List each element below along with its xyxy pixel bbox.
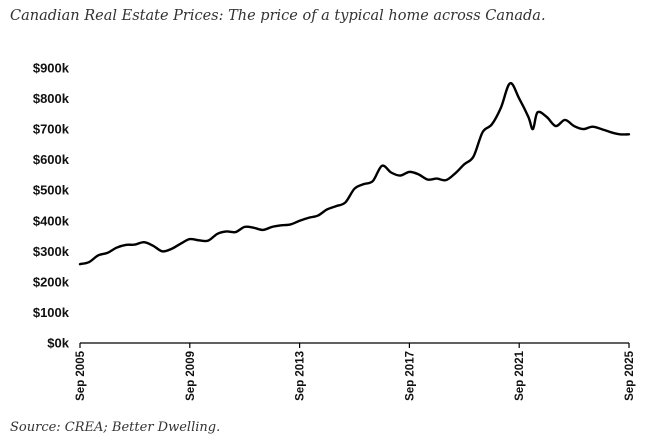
x-tick-label: Sep 2013: [295, 351, 307, 401]
y-tick-label: $200k: [33, 274, 70, 289]
y-tick-label: $500k: [33, 183, 70, 198]
x-tick-label: Sep 2005: [75, 350, 87, 400]
x-axis: Sep 2005 Sep 2009 Sep 2013 Sep 2017 Sep 2021…: [75, 342, 636, 401]
y-axis: $900k $800k $700k $600k $500k $400k $300k $200k…: [33, 61, 70, 351]
x-tick-label: Sep 2025: [624, 350, 636, 400]
y-tick-label: $900k: [33, 61, 70, 76]
y-tick-label: $600k: [33, 152, 70, 167]
y-tick-label: $800k: [33, 91, 70, 106]
x-tick-label: Sep 2009: [185, 351, 197, 401]
x-tick-label: Sep 2021: [514, 350, 526, 400]
y-tick-label: $400k: [33, 213, 70, 228]
plot-area: [78, 82, 631, 266]
y-tick-label: $100k: [33, 305, 70, 320]
y-tick-label: $0k: [47, 336, 69, 351]
y-tick-label: $300k: [33, 244, 70, 259]
chart-title: Canadian Real Estate Prices: The price o…: [10, 8, 546, 24]
source-note: Source: CREA; Better Dwelling.: [10, 420, 221, 435]
y-tick-label: $700k: [33, 122, 70, 137]
x-tick-label: Sep 2017: [404, 351, 416, 401]
price-series-line: [78, 82, 631, 266]
